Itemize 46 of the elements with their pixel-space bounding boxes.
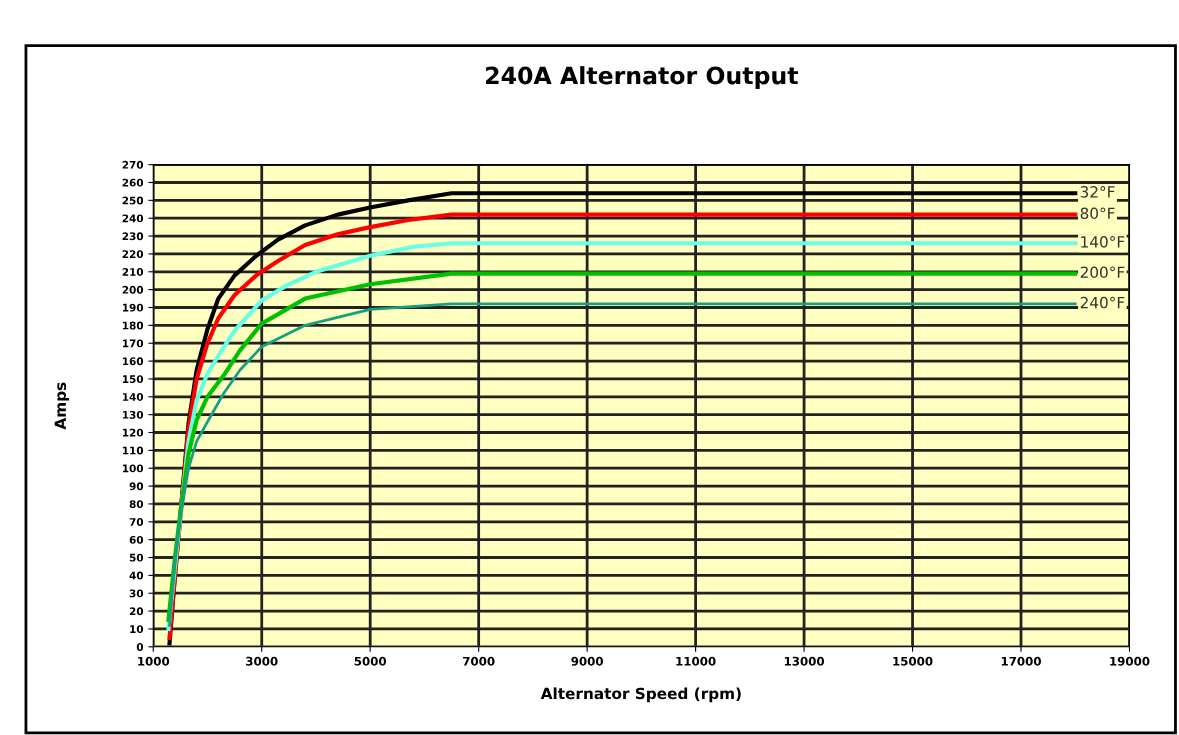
chart-title: 240A Alternator Output	[486, 66, 799, 89]
y-tick-label: 260	[122, 178, 144, 187]
series-label: 32°F	[1080, 186, 1115, 198]
y-tick-label: 200	[122, 285, 144, 294]
y-tick-label: 230	[122, 232, 144, 241]
y-tick-label: 150	[122, 375, 144, 384]
y-tick-label: 40	[129, 571, 144, 580]
x-tick-label: 13000	[784, 656, 825, 666]
series-label: 80°F	[1080, 207, 1115, 220]
y-tick-label: 140	[122, 393, 144, 401]
y-tick-label: 80	[129, 500, 144, 509]
y-tick-label: 50	[129, 553, 144, 562]
x-tick-label: 19000	[1110, 656, 1150, 666]
series-label: 240°F	[1080, 296, 1125, 309]
y-tick-label: 190	[122, 303, 144, 312]
y-tick-label: 120	[122, 428, 144, 437]
y-tick-label: 60	[129, 535, 144, 544]
y-tick-label: 250	[122, 196, 144, 205]
y-tick-label: 210	[122, 268, 144, 276]
y-tick-label: 160	[122, 357, 144, 366]
x-tick-label: 1000	[138, 656, 170, 666]
x-tick-label: 5000	[354, 656, 387, 666]
y-tick-label: 180	[122, 321, 144, 330]
y-tick-label: 220	[122, 250, 144, 259]
series-label: 200°F	[1080, 266, 1125, 279]
y-tick-label: 240	[122, 214, 144, 223]
y-tick-label: 90	[129, 482, 144, 491]
y-tick-label: 110	[122, 446, 144, 455]
x-tick-label: 7000	[463, 656, 495, 666]
y-tick-label: 130	[122, 410, 144, 419]
x-tick-label: 11000	[676, 656, 716, 666]
y-tick-label: 70	[129, 518, 144, 526]
y-tick-label: 0	[136, 643, 144, 651]
y-tick-label: 30	[129, 589, 144, 598]
series-label: 140°F	[1081, 236, 1125, 248]
x-axis-title: Alternator Speed (rpm)	[540, 687, 741, 703]
y-tick-label: 20	[129, 607, 144, 616]
y-tick-label: 10	[130, 625, 144, 634]
y-tick-label: 100	[122, 464, 144, 473]
y-tick-label: 170	[122, 339, 144, 348]
y-tick-label: 270	[122, 160, 144, 169]
y-axis-title: Amps	[54, 382, 70, 430]
x-tick-label: 15000	[893, 656, 933, 666]
x-tick-label: 9000	[571, 656, 604, 666]
x-tick-label: 17000	[1001, 656, 1041, 666]
x-tick-label: 3000	[246, 656, 278, 666]
